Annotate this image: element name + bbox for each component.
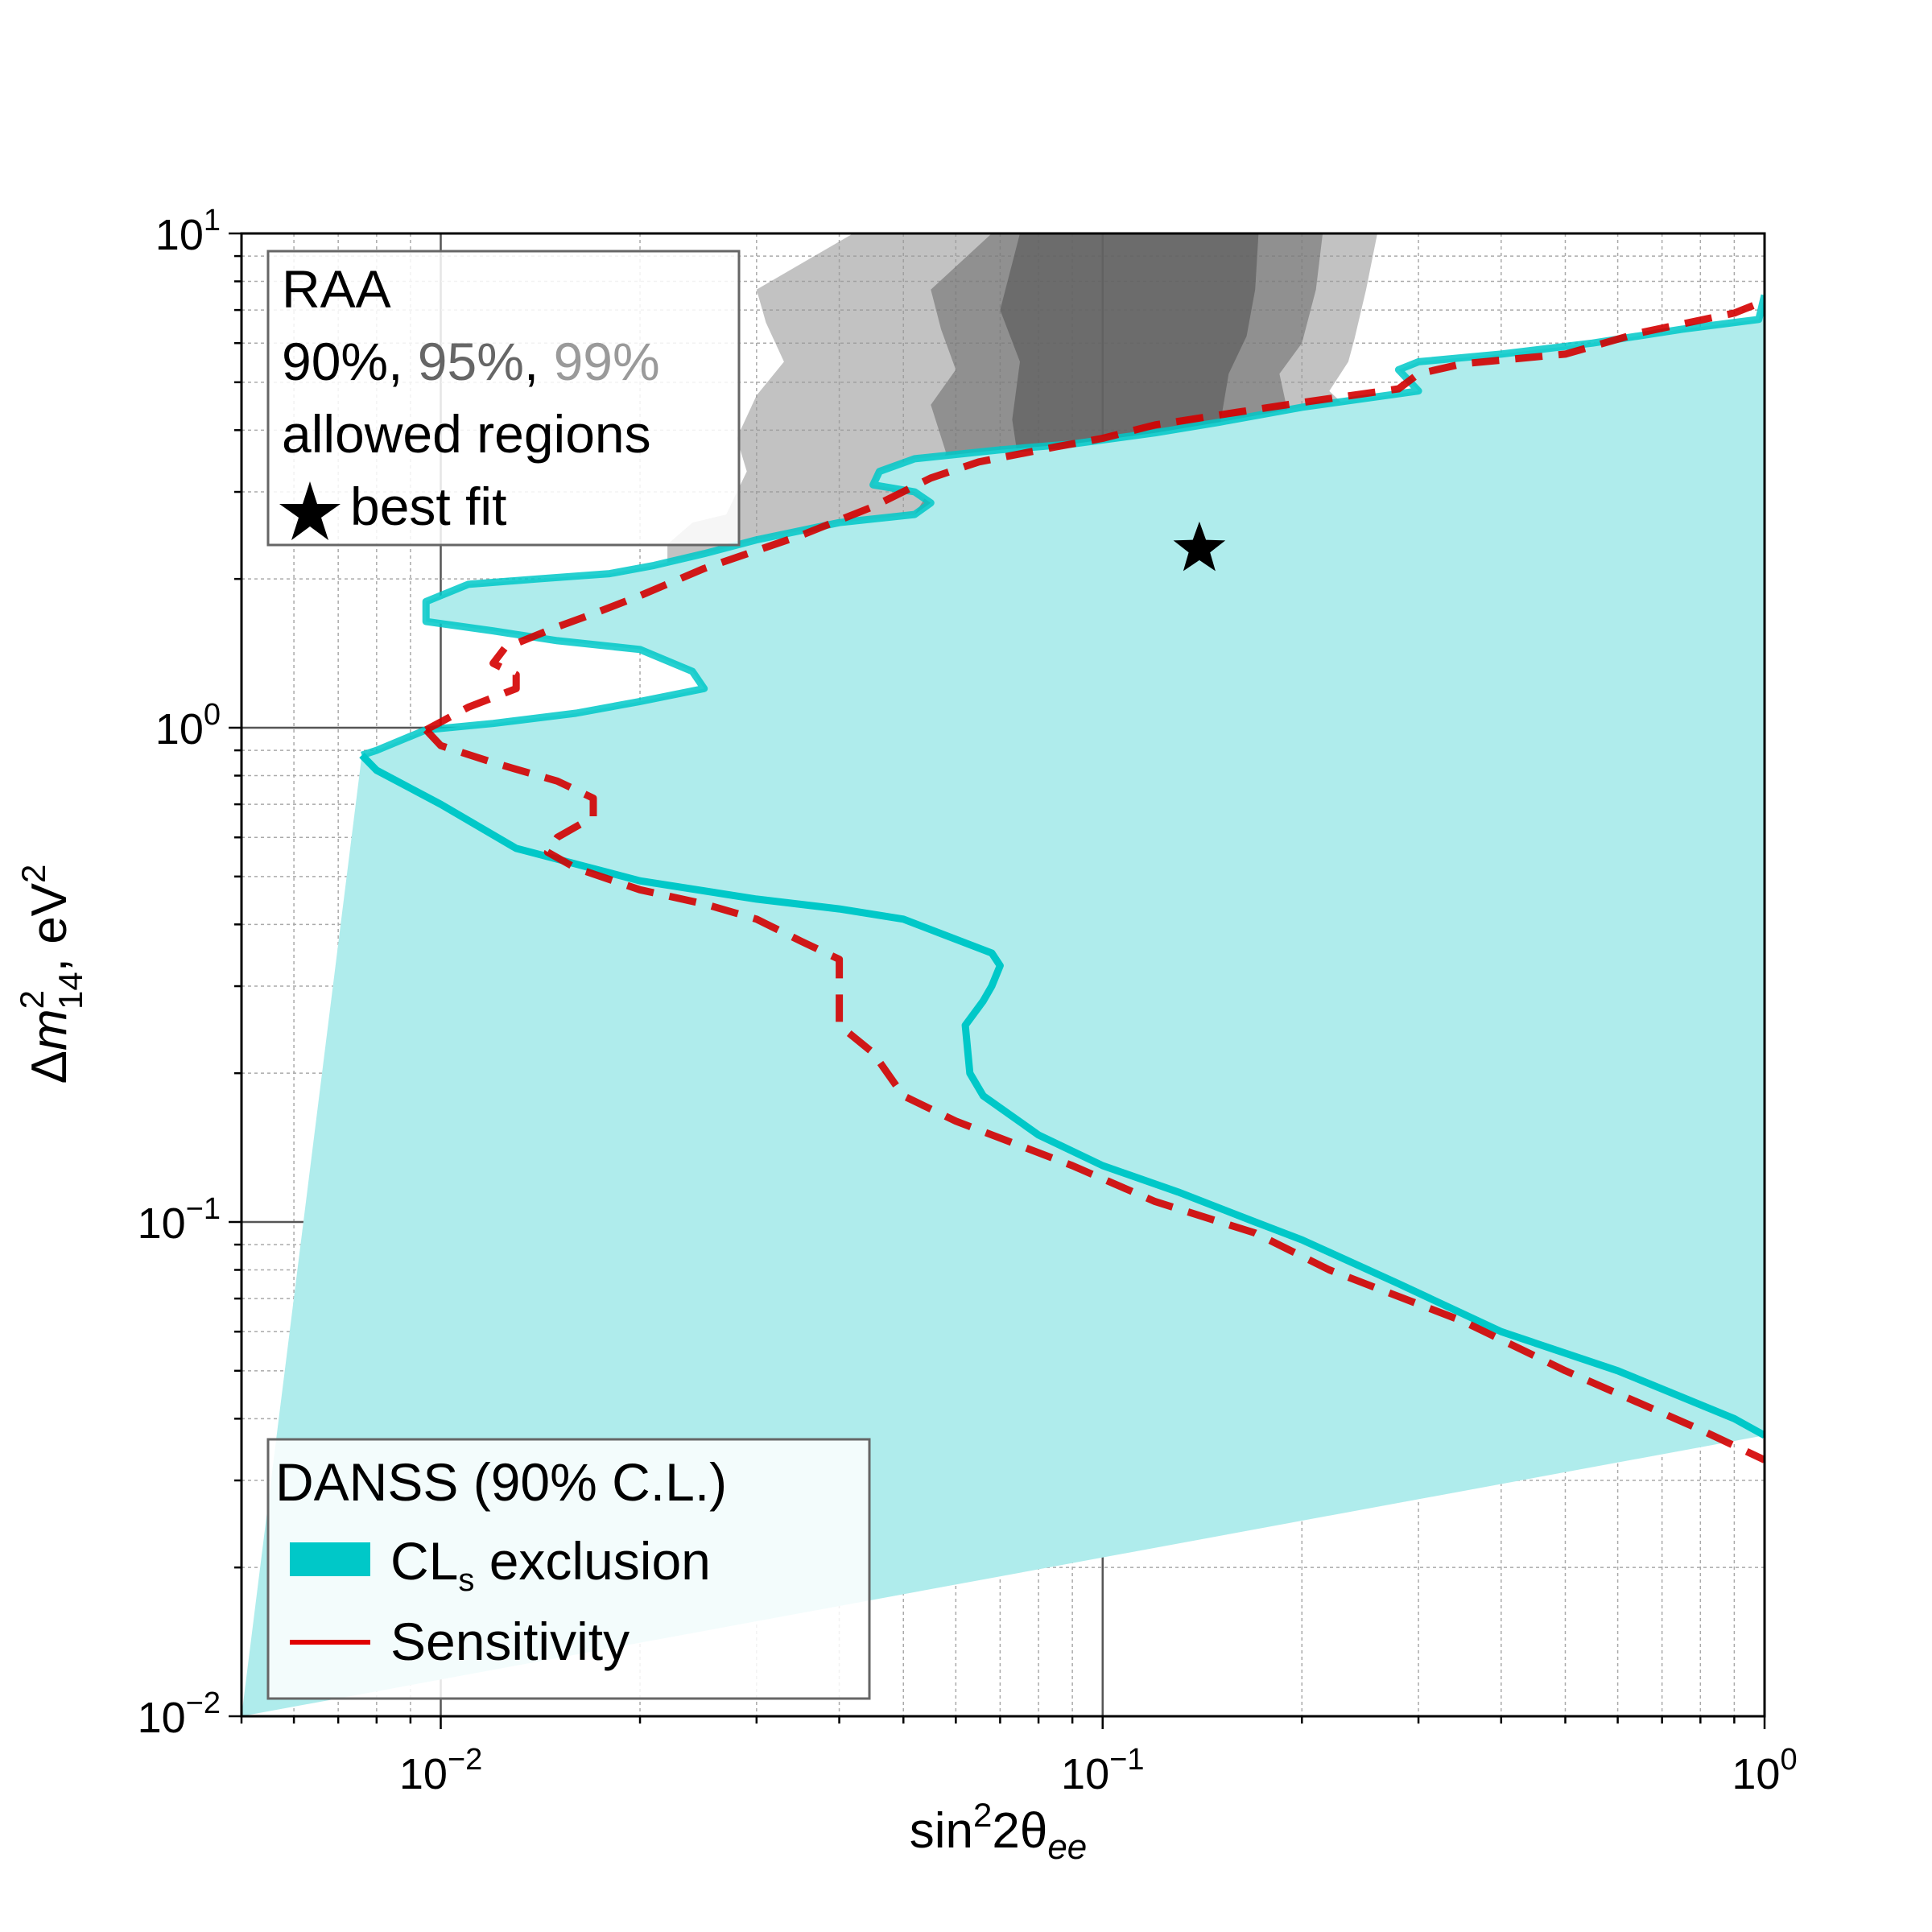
- danss-sensitivity: [423, 297, 1765, 1463]
- sensitivity-line-upper: [424, 297, 1765, 733]
- best-fit-star: [1173, 521, 1226, 572]
- exclusion-boundary-lower: [359, 752, 1765, 1439]
- y-axis-title: Δm214, eV2: [13, 865, 89, 1084]
- best-fit-markers: [1173, 521, 1226, 572]
- sensitivity-line-lower: [423, 727, 1765, 1463]
- danss-legend: DANSS (90% C.L.) CLs exclusion Sensitivi…: [266, 1438, 871, 1700]
- best-fit-legend-label: best fit: [350, 477, 506, 536]
- exclusion-legend-label: CLs exclusion: [390, 1531, 711, 1598]
- y-tick-label: 101: [155, 204, 221, 259]
- danss-exclusion: [242, 294, 1765, 1716]
- danss-legend-title: DANSS (90% C.L.): [275, 1452, 727, 1512]
- best-fit-legend-icon: [279, 481, 341, 540]
- raa-legend: RAA 90%, 95%, 99% allowed regions best f…: [266, 250, 741, 547]
- raa-legend-box: [266, 250, 741, 547]
- raa-legend-line3: allowed regions: [282, 404, 651, 464]
- y-tick-label: 100: [155, 698, 221, 753]
- x-tick-label: 10−1: [1061, 1743, 1144, 1798]
- sensitivity-legend-label: Sensitivity: [390, 1612, 630, 1671]
- raa-legend-title: RAA: [282, 259, 391, 319]
- exclusion-fill: [242, 295, 1765, 1716]
- exclusion-legend-swatch: [290, 1542, 370, 1576]
- x-tick-label: 100: [1732, 1743, 1797, 1798]
- x-axis-title: sin22θee: [910, 1796, 1088, 1867]
- raa-legend-levels: 90%, 95%, 99%: [282, 332, 660, 391]
- danss-legend-box: [266, 1438, 871, 1700]
- axis-ticks: 10−2 10−1 100 10−2 10−1 100 101: [138, 204, 1798, 1798]
- y-tick-label: 10−2: [138, 1686, 221, 1742]
- y-tick-label: 10−1: [138, 1192, 221, 1248]
- exclusion-boundary-upper: [361, 294, 1765, 759]
- plot-frame: [240, 232, 1766, 1718]
- x-tick-label: 10−2: [399, 1743, 482, 1798]
